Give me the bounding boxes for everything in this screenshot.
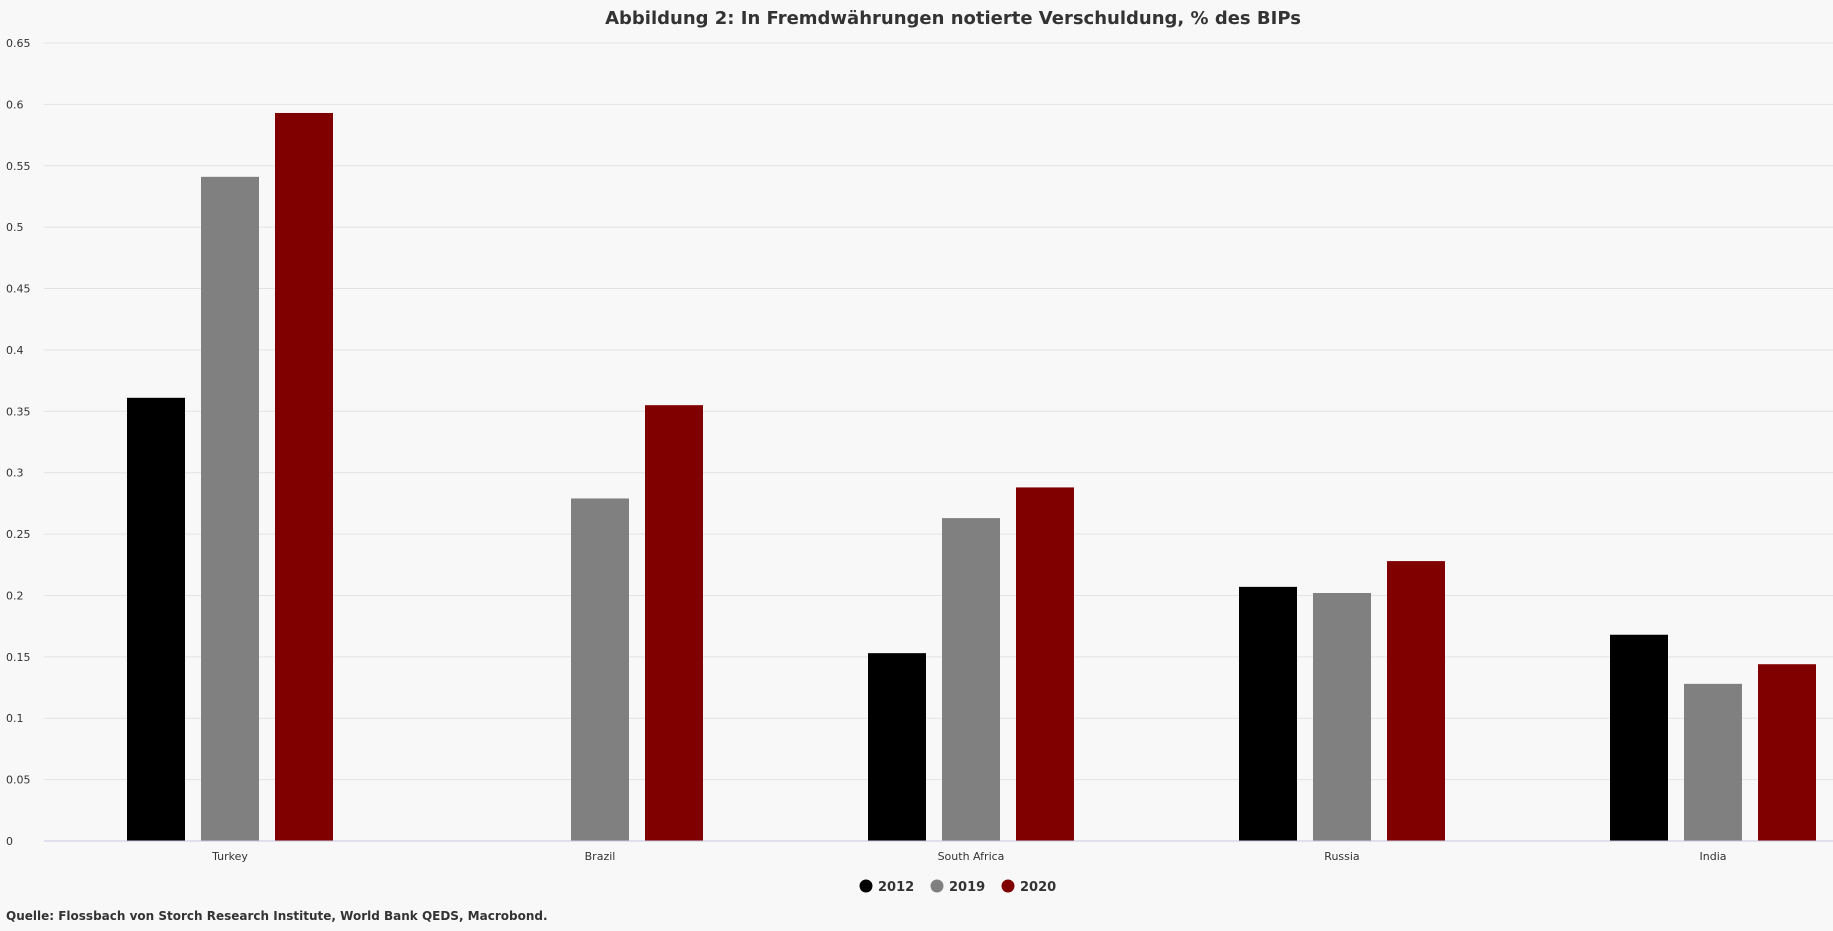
bars: [127, 112, 1816, 842]
x-category-label: India: [1700, 850, 1727, 863]
bar-2012-russia: [1239, 586, 1297, 841]
bar-2020-turkey: [275, 112, 333, 842]
legend-label: 2012: [878, 880, 914, 895]
bar-2019-india: [1684, 683, 1742, 841]
y-tick-label: 0.25: [6, 528, 31, 541]
x-category-label: Brazil: [585, 850, 616, 863]
grid-lines: [44, 42, 1833, 781]
bar-2019-brazil: [571, 498, 629, 841]
bar-2020-russia: [1387, 561, 1445, 841]
bar-2019-russia: [1313, 593, 1371, 841]
legend: 2012 2019 2020: [859, 879, 1056, 895]
y-tick-label: 0.2: [6, 589, 24, 602]
y-tick-label: 0.05: [6, 774, 31, 787]
bar-2012-india: [1610, 634, 1668, 841]
x-category-label: Turkey: [211, 850, 248, 863]
bar-2012-south-africa: [868, 653, 926, 841]
y-tick-label: 0.55: [6, 160, 31, 173]
legend-label: 2020: [1020, 880, 1056, 895]
y-tick-label: 0.15: [6, 651, 31, 664]
y-tick-label: 0.45: [6, 283, 31, 296]
x-category-label: Russia: [1324, 850, 1359, 863]
bar-2020-south-africa: [1016, 487, 1074, 841]
legend-marker-2019: [930, 879, 944, 893]
y-tick-label: 0.65: [6, 37, 31, 50]
y-tick-label: 0.4: [6, 344, 24, 357]
y-tick-label: 0.5: [6, 221, 24, 234]
chart-title: Abbildung 2: In Fremdwährungen notierte …: [605, 8, 1301, 29]
bar-2020-india: [1758, 664, 1816, 841]
x-category-label: South Africa: [938, 850, 1005, 863]
y-tick-label: 0.6: [6, 98, 24, 111]
legend-marker-2020: [1001, 879, 1015, 893]
legend-label: 2019: [949, 880, 985, 895]
x-axis-categories: Turkey Brazil South Africa Russia India: [211, 850, 1726, 863]
y-axis-ticks: 0 0.05 0.1 0.15 0.2 0.25 0.3 0.35 0.4 0.45 0.5 0.55…: [6, 37, 31, 848]
bar-2019-turkey: [201, 176, 259, 841]
y-tick-label: 0.35: [6, 405, 31, 418]
bar-2019-south-africa: [942, 518, 1000, 841]
legend-marker-2012: [859, 879, 873, 893]
y-tick-label: 0.3: [6, 467, 24, 480]
bar-2020-brazil: [645, 405, 703, 841]
bar-2012-turkey: [127, 397, 185, 841]
y-tick-label: 0: [6, 835, 13, 848]
source-note: Quelle: Flossbach von Storch Research In…: [6, 909, 548, 923]
y-tick-label: 0.1: [6, 712, 24, 725]
